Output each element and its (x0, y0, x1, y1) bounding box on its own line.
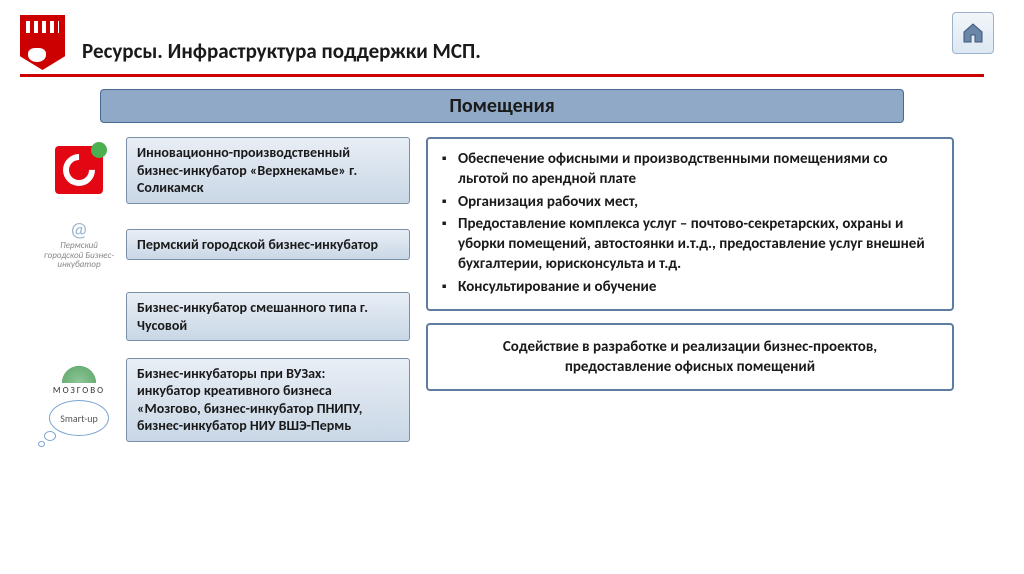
mozgovo-logo-icon: МОЗГОВО (53, 363, 105, 396)
right-column: Обеспечение офисными и производственными… (426, 137, 954, 442)
home-button[interactable] (952, 12, 994, 54)
perm-logo-icon: @ Пермский городской Бизнес-инкубатор (40, 219, 118, 271)
incubator-row: @ Пермский городской Бизнес-инкубатор Пе… (40, 214, 410, 276)
incubator-box: Бизнес-инкубатор смешанного типа г. Чусо… (126, 292, 410, 341)
incubator-box: Бизнес-инкубаторы при ВУЗах: инкубатор к… (126, 358, 410, 442)
section-header: Помещения (100, 89, 904, 123)
service-item: Консультирование и обучение (442, 277, 938, 297)
red-circle-logo-icon (55, 146, 103, 194)
logo-mozgovo-smartup: МОЗГОВО Smart-up (40, 363, 118, 436)
incubator-row: Инновационно-производственный бизнес-инк… (40, 137, 410, 204)
left-column: Инновационно-производственный бизнес-инк… (40, 137, 410, 442)
service-item: Предоставление комплекса услуг – почтово… (442, 214, 938, 275)
logo-verkhnekamye (40, 146, 118, 194)
incubator-row: МОЗГОВО Smart-up Бизнес-инкубаторы при В… (40, 358, 410, 442)
service-item: Организация рабочих мест, (442, 192, 938, 212)
services-box: Обеспечение офисными и производственными… (426, 137, 954, 311)
home-icon (961, 21, 985, 45)
incubator-box: Инновационно-производственный бизнес-инк… (126, 137, 410, 204)
region-emblem (20, 15, 65, 70)
page-title: Ресурсы. Инфраструктура поддержки МСП. (82, 20, 984, 64)
incubator-box: Пермский городской бизнес-инкубатор (126, 229, 410, 261)
logo-perm-city: @ Пермский городской Бизнес-инкубатор (40, 219, 118, 271)
assistance-box: Содействие в разработке и реализации биз… (426, 323, 954, 392)
content-area: Инновационно-производственный бизнес-инк… (40, 137, 954, 442)
incubator-row: Бизнес-инкубатор смешанного типа г. Чусо… (40, 286, 410, 348)
service-item: Обеспечение офисными и производственными… (442, 149, 938, 190)
divider-line (20, 74, 984, 77)
smartup-logo-icon: Smart-up (49, 400, 109, 436)
